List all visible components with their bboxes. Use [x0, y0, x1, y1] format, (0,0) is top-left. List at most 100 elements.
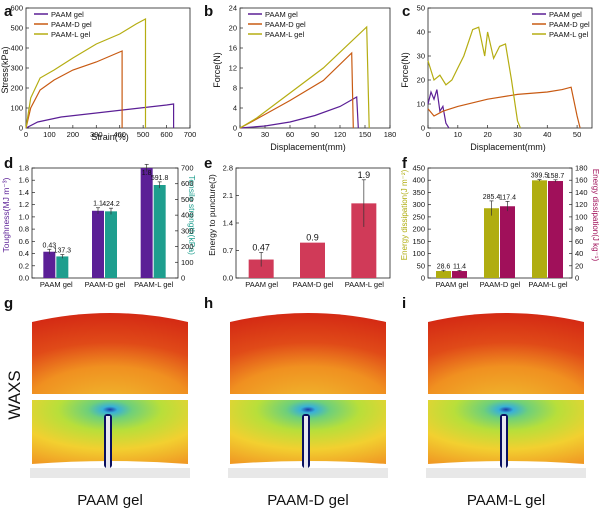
a-xtick-label: 600: [160, 130, 173, 139]
waxs-panel-h: [228, 313, 388, 478]
d-ytick-label: 1.0: [19, 212, 29, 221]
e-ytick-label: 1.4: [223, 219, 233, 228]
d-category-label: PAAM-L gel: [134, 280, 174, 289]
a-ytick-label: 500: [10, 24, 23, 33]
c-series-1: [427, 89, 450, 129]
c-xtick-label: 30: [513, 130, 521, 139]
f-y2tick-label: 60: [575, 237, 583, 246]
a-ytick-label: 400: [10, 44, 23, 53]
c-ytick-label: 10: [417, 100, 425, 109]
f-y2tick-label: 20: [575, 261, 583, 270]
b-xtick-label: 0: [238, 130, 242, 139]
panel-letter-f: f: [402, 155, 408, 172]
d-bar: [92, 210, 104, 278]
f-y2tick-label: 140: [575, 188, 588, 197]
f-ytick-label: 450: [412, 164, 425, 173]
d-ylabel: Toughness(MJ m⁻³): [1, 177, 11, 252]
d-ytick-label: 0.0: [19, 274, 29, 283]
d-data-label: 424.2: [102, 201, 120, 208]
a-series-1: [25, 103, 175, 129]
f-bar: [548, 181, 563, 278]
d-axes: 0.0 0.2 0.4 0.6 0.8 1.0 1.2 1.4 1.6 1.8 0 100 200 300…: [19, 164, 194, 290]
a-ytick-label: 100: [10, 104, 23, 113]
a-ytick-label: 0: [19, 124, 23, 133]
d-bar: [153, 185, 166, 278]
c-ytick-label: 40: [417, 28, 425, 37]
e-bar: [248, 259, 274, 278]
d-data-label: 137.3: [54, 248, 72, 255]
b-legend-label: PAAM gel: [265, 10, 298, 19]
f-category-label: PAAM gel: [436, 280, 469, 289]
b-series-2: [239, 51, 354, 129]
c-legend-label: PAAM-D gel: [549, 20, 590, 29]
d-ytick-label: 0.2: [19, 261, 29, 270]
b-ylabel: Force(N): [212, 52, 222, 88]
d-ytick-label: 1.6: [19, 176, 29, 185]
panel-letter-e: e: [204, 155, 212, 172]
f-ytick-label: 50: [417, 261, 425, 270]
e-bar: [300, 242, 325, 278]
f-y2tick-label: 160: [575, 176, 588, 185]
d-y2tick-label: 700: [181, 164, 194, 173]
panel-letter-g: g: [4, 295, 13, 312]
e-data-label: 0.9: [306, 233, 319, 243]
a-xtick-label: 300: [90, 130, 103, 139]
c-ytick-label: 0: [421, 124, 425, 133]
c-series-2: [427, 86, 581, 129]
a-legend-label: PAAM-D gel: [51, 20, 92, 29]
f-bar: [452, 271, 467, 278]
e-category-label: PAAM-D gel: [293, 280, 334, 289]
d-category-label: PAAM-D gel: [85, 280, 126, 289]
waxs-panel-i: [426, 313, 586, 478]
c-series-3: [427, 26, 521, 129]
f-y2label: Energy dissipation(J kg⁻¹): [591, 169, 599, 262]
b-ytick-label: 16: [229, 44, 237, 53]
b-xtick-label: 30: [261, 130, 269, 139]
b-xtick-label: 150: [359, 130, 372, 139]
f-data-label: 285.4: [483, 194, 501, 201]
d-data-label: 1.8: [142, 170, 152, 177]
a-xtick-label: 100: [43, 130, 56, 139]
f-data-label: 158.7: [547, 173, 565, 180]
c-xtick-label: 40: [543, 130, 551, 139]
d-bar: [105, 211, 117, 278]
f-category-label: PAAM-L gel: [528, 280, 568, 289]
c-xtick-label: 0: [426, 130, 430, 139]
c-xlabel: Displacement(mm): [470, 142, 546, 152]
b-ytick-label: 8: [233, 84, 237, 93]
d-category-label: PAAM gel: [40, 280, 73, 289]
e-data-label: 1.9: [358, 170, 371, 180]
a-xtick-label: 500: [137, 130, 150, 139]
f-y2tick-label: 100: [575, 212, 588, 221]
b-xtick-label: 120: [334, 130, 347, 139]
f-y2tick-label: 40: [575, 249, 583, 258]
panel-letter-b: b: [204, 3, 213, 20]
a-ytick-label: 200: [10, 84, 23, 93]
b-xtick-label: 180: [384, 130, 397, 139]
d-ytick-label: 1.2: [19, 200, 29, 209]
d-y2tick-label: 0: [181, 274, 185, 283]
waxs-caption-2: PAAM-D gel: [267, 492, 348, 509]
a-series-2: [25, 50, 123, 129]
b-xtick-label: 90: [311, 130, 319, 139]
c-ytick-label: 50: [417, 4, 425, 13]
a-xtick-label: 400: [113, 130, 126, 139]
c-legend-label: PAAM-L gel: [549, 30, 589, 39]
f-ytick-label: 350: [412, 188, 425, 197]
f-ytick-label: 100: [412, 249, 425, 258]
d-y2tick-label: 200: [181, 242, 194, 251]
f-ytick-label: 0: [421, 274, 425, 283]
e-ytick-label: 0.0: [223, 274, 233, 283]
f-data-label: 28.6: [437, 263, 451, 270]
panel-letter-i: i: [402, 295, 406, 312]
f-ytick-label: 150: [412, 237, 425, 246]
b-ytick-label: 24: [229, 4, 237, 13]
e-ytick-label: 0.7: [223, 246, 233, 255]
d-ytick-label: 0.4: [19, 249, 29, 258]
f-y2tick-label: 120: [575, 200, 588, 209]
b-legend-label: PAAM-L gel: [265, 30, 305, 39]
panel-letter-h: h: [204, 295, 213, 312]
